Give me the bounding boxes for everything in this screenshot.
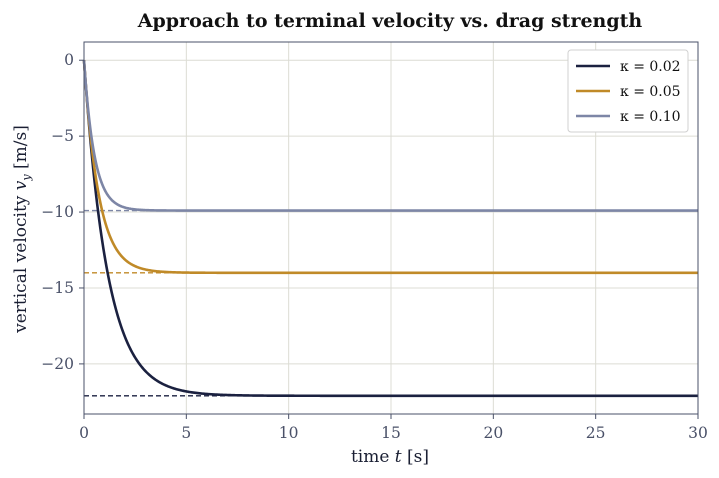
y-tick-label: −20 [41,355,74,373]
chart-title: Approach to terminal velocity vs. drag s… [137,10,643,32]
series-line [82,60,699,398]
x-tick-label: 15 [381,424,401,442]
y-tick-label: 0 [64,51,74,69]
y-tick-label: −15 [41,279,74,297]
y-tick-label: −5 [51,127,74,145]
legend-entry: κ = 0.10 [620,109,681,125]
x-axis-label: time t [s] [351,447,429,467]
x-tick-label: 25 [586,424,606,442]
legend: κ = 0.02 κ = 0.05 κ = 0.10 [567,49,689,133]
legend-box [567,49,689,133]
series-line [82,60,699,275]
x-tick-label: 30 [688,424,708,442]
grid [83,42,699,414]
y-tick-label: −10 [41,203,74,221]
series-line [82,60,699,212]
x-tick-label: 5 [181,424,191,442]
y-axis-label: vertical velocity vy [m/s] [11,125,33,334]
x-tick-label: 20 [483,424,503,442]
axis-ticks: 0 5 10 15 20 25 30 0 −5 −10 −15 −20 [41,51,708,442]
x-tick-label: 0 [79,424,89,442]
series-lines [82,60,699,398]
x-tick-label: 10 [279,424,299,442]
legend-entry: κ = 0.02 [620,59,681,75]
legend-entry: κ = 0.05 [620,84,681,100]
